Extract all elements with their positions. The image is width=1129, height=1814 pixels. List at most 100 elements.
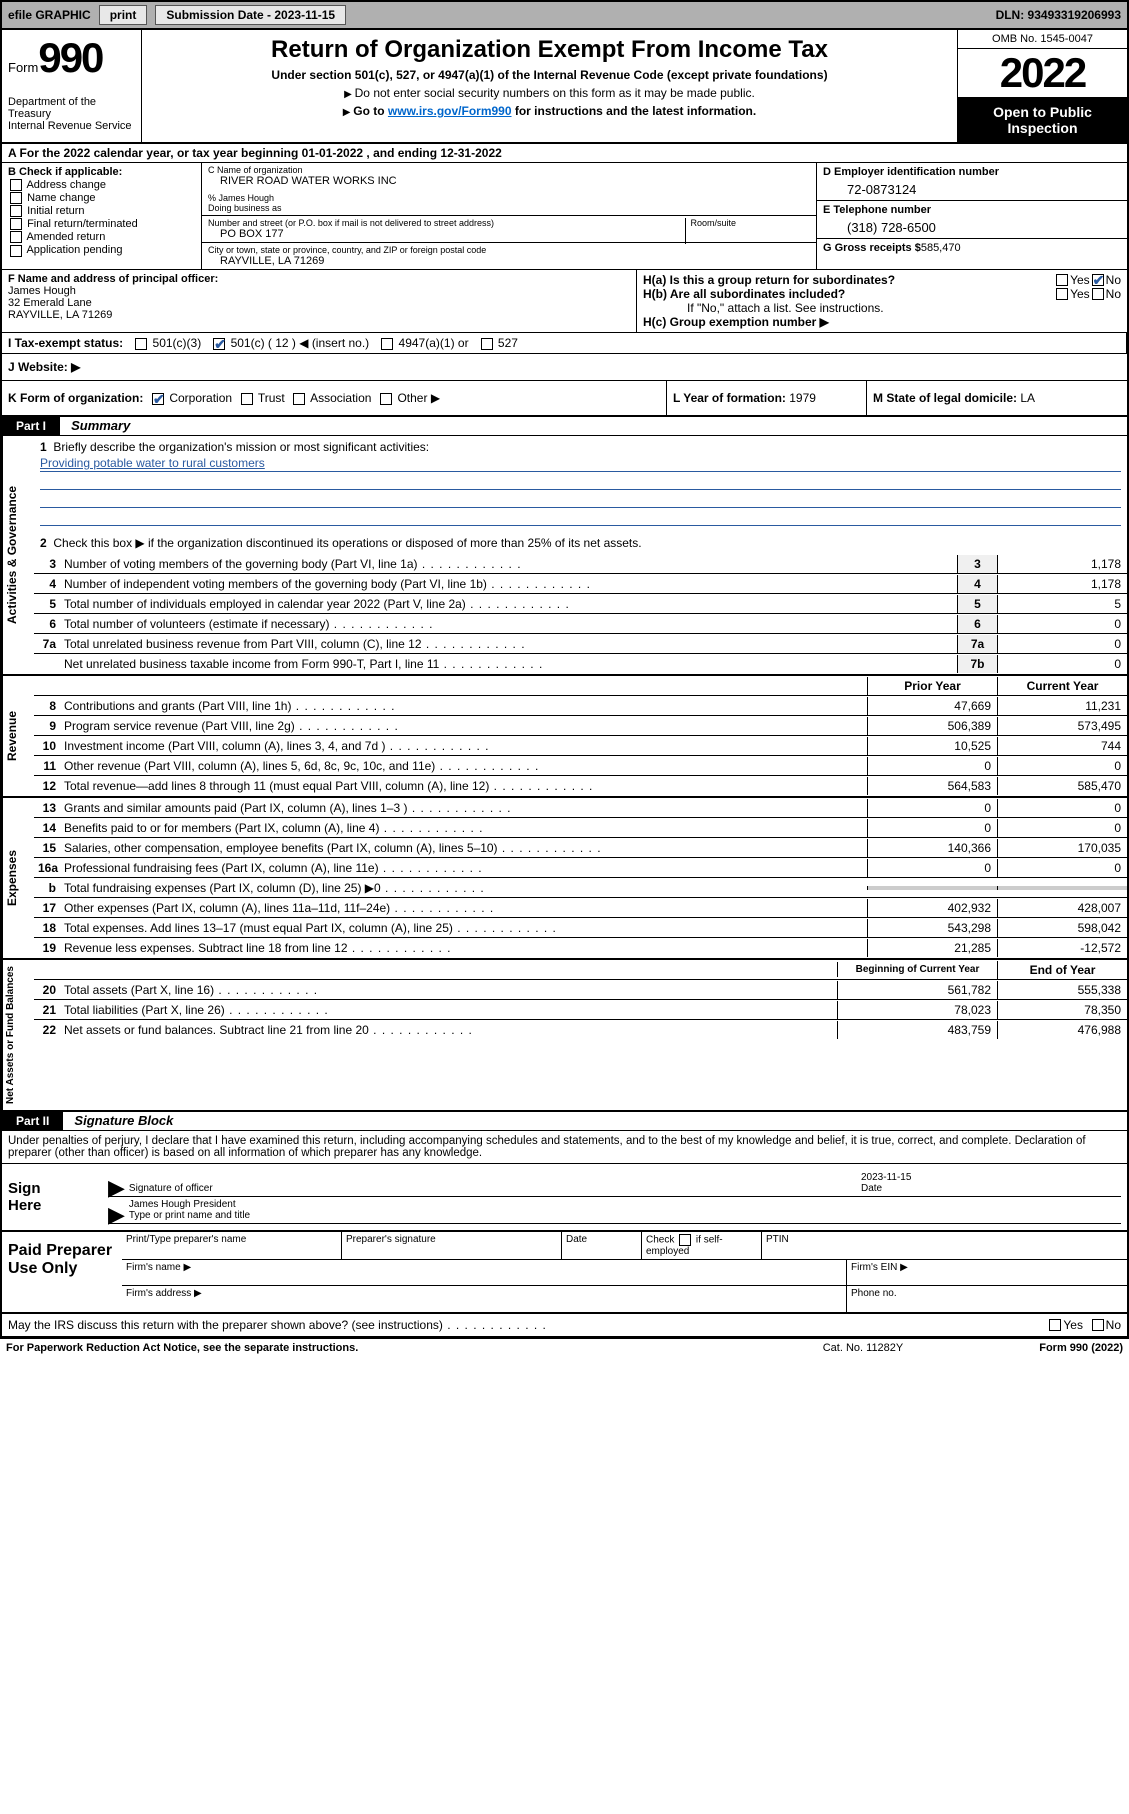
org-name-block: C Name of organization RIVER ROAD WATER … [202, 163, 816, 216]
checkbox-icon[interactable] [1092, 288, 1104, 300]
line-1-mission: 1 Briefly describe the organization's mi… [34, 436, 1127, 532]
end-year: 555,338 [997, 981, 1127, 999]
org-name: RIVER ROAD WATER WORKS INC [208, 175, 810, 187]
checkbox-icon[interactable] [10, 205, 22, 217]
efile-label: efile GRAPHIC [8, 8, 91, 22]
checkbox-checked-icon[interactable] [213, 338, 225, 350]
irs-form990-link[interactable]: www.irs.gov/Form990 [388, 104, 512, 118]
officer-name-title: James Hough President [129, 1199, 236, 1210]
summary-line: Net unrelated business taxable income fr… [34, 654, 1127, 674]
checkbox-icon[interactable] [10, 218, 22, 230]
current-year: 0 [997, 799, 1127, 817]
summary-line: 21Total liabilities (Part X, line 26)78,… [34, 1000, 1127, 1020]
prior-year: 47,669 [867, 697, 997, 715]
checkbox-icon[interactable] [481, 338, 493, 350]
prior-year: 0 [867, 819, 997, 837]
current-year: 170,035 [997, 839, 1127, 857]
checkbox-icon[interactable] [380, 393, 392, 405]
current-year: 585,470 [997, 777, 1127, 795]
amount-value: 1,178 [997, 555, 1127, 573]
checkbox-icon[interactable] [10, 192, 22, 204]
side-tab-gov: Activities & Governance [2, 436, 34, 674]
sign-here: Sign Here ▶Signature of officer2023-11-1… [2, 1164, 1127, 1232]
address-block: Number and street (or P.O. box if mail i… [202, 216, 816, 243]
hb-note: If "No," attach a list. See instructions… [643, 301, 1121, 315]
checkbox-icon[interactable] [10, 231, 22, 243]
checkbox-icon[interactable] [381, 338, 393, 350]
revenue-section: Revenue Prior YearCurrent Year 8Contribu… [2, 676, 1127, 798]
form-title: Return of Organization Exempt From Incom… [152, 36, 947, 64]
summary-line: 10Investment income (Part VIII, column (… [34, 736, 1127, 756]
current-year: 428,007 [997, 899, 1127, 917]
year-formation: 1979 [789, 391, 816, 405]
checkbox-icon[interactable] [1092, 1319, 1104, 1331]
checkbox-checked-icon[interactable] [1092, 274, 1104, 286]
may-irs-discuss: May the IRS discuss this return with the… [2, 1314, 1127, 1337]
checkbox-icon[interactable] [1056, 288, 1068, 300]
checkbox-icon[interactable] [293, 393, 305, 405]
col-c-org-info: C Name of organization RIVER ROAD WATER … [202, 163, 817, 269]
caret-icon: ▶ [108, 1208, 125, 1221]
telephone: (318) 728-6500 [823, 216, 1121, 235]
current-year: 0 [997, 757, 1127, 775]
net-assets-section: Net Assets or Fund Balances Beginning of… [2, 960, 1127, 1112]
summary-line: 15Salaries, other compensation, employee… [34, 838, 1127, 858]
form-footer-label: Form 990 (2022) [963, 1342, 1123, 1354]
checkbox-icon[interactable] [1056, 274, 1068, 286]
current-year [997, 886, 1127, 890]
city-block: City or town, state or province, country… [202, 243, 816, 269]
checkbox-icon[interactable] [679, 1234, 691, 1246]
tel-block: E Telephone number (318) 728-6500 [817, 201, 1127, 239]
prior-year [867, 886, 997, 890]
prior-year: 21,285 [867, 939, 997, 957]
current-year: 0 [997, 819, 1127, 837]
col-h-group: H(a) Is this a group return for subordin… [637, 270, 1127, 332]
omb-number: OMB No. 1545-0047 [958, 30, 1127, 49]
current-year: 11,231 [997, 697, 1127, 715]
amount-value: 5 [997, 595, 1127, 613]
header-left: Form990 Department of the Treasury Inter… [2, 30, 142, 142]
row-i: I Tax-exempt status: 501(c)(3) 501(c) ( … [2, 333, 1127, 354]
prep-row-1: Print/Type preparer's name Preparer's si… [122, 1232, 1127, 1260]
submission-date-button[interactable]: Submission Date - 2023-11-15 [155, 5, 346, 25]
state-domicile: LA [1020, 391, 1035, 405]
activities-governance: Activities & Governance 1 Briefly descri… [2, 436, 1127, 676]
print-button[interactable]: print [99, 5, 148, 25]
checkbox-icon[interactable] [10, 245, 22, 257]
checkbox-icon[interactable] [135, 338, 147, 350]
summary-line: 12Total revenue—add lines 8 through 11 (… [34, 776, 1127, 796]
checkbox-icon[interactable] [10, 179, 22, 191]
row-a-tax-year: A For the 2022 calendar year, or tax yea… [2, 144, 1127, 163]
prior-year: 506,389 [867, 717, 997, 735]
sign-here-label: Sign Here [2, 1164, 82, 1230]
section-fh: F Name and address of principal officer:… [2, 270, 1127, 333]
summary-line: bTotal fundraising expenses (Part IX, co… [34, 878, 1127, 898]
beginning-year: 483,759 [837, 1021, 997, 1039]
amount-value: 1,178 [997, 575, 1127, 593]
prior-year: 0 [867, 799, 997, 817]
checkbox-checked-icon[interactable] [152, 393, 164, 405]
care-of: % James Hough [208, 193, 810, 203]
checkbox-icon[interactable] [1049, 1319, 1061, 1331]
checkbox-icon[interactable] [241, 393, 253, 405]
cb-address-change: Address change [8, 179, 195, 191]
caret-icon: ▶ [108, 1181, 125, 1194]
dept-label: Department of the Treasury [8, 96, 135, 120]
open-to-public: Open to Public Inspection [958, 98, 1127, 142]
end-year: 78,350 [997, 1001, 1127, 1019]
summary-line: 20Total assets (Part X, line 16)561,7825… [34, 980, 1127, 1000]
gross-receipts: 585,470 [921, 242, 961, 254]
summary-line: 5Total number of individuals employed in… [34, 594, 1127, 614]
amount-value: 0 [997, 655, 1127, 673]
paperwork-notice: For Paperwork Reduction Act Notice, see … [6, 1342, 763, 1354]
summary-line: 18Total expenses. Add lines 13–17 (must … [34, 918, 1127, 938]
rev-header: Prior YearCurrent Year [34, 676, 1127, 696]
col-f-officer: F Name and address of principal officer:… [2, 270, 637, 332]
current-year: 598,042 [997, 919, 1127, 937]
beginning-year: 561,782 [837, 981, 997, 999]
hb-line: H(b) Are all subordinates included?Yes N… [643, 287, 1121, 301]
part1-header: Part I Summary [2, 417, 1127, 436]
line-2: 2 Check this box ▶ if the organization d… [34, 532, 1127, 554]
prior-year: 564,583 [867, 777, 997, 795]
part2-header: Part II Signature Block [2, 1112, 1127, 1131]
